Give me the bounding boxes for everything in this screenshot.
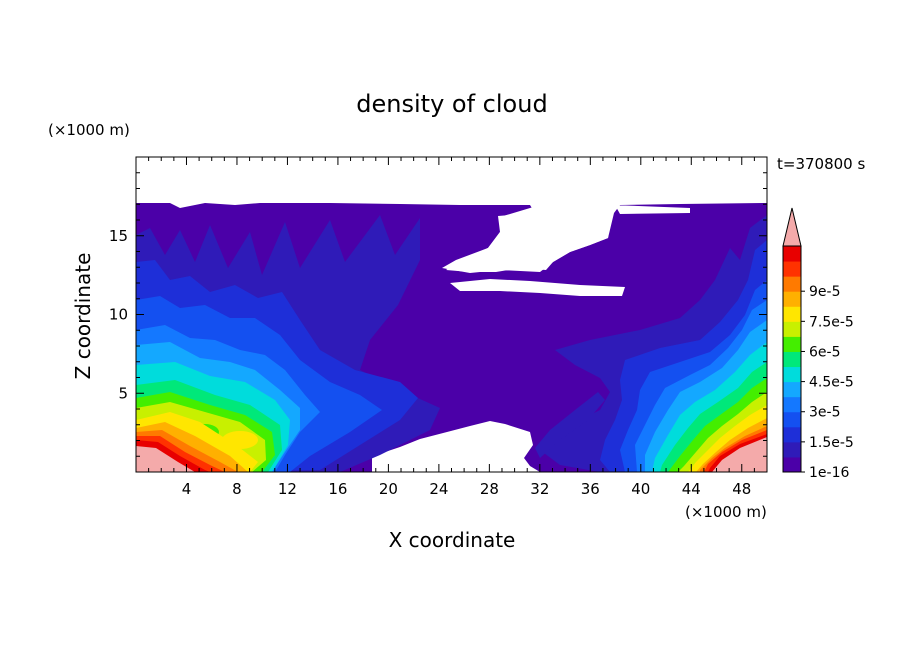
left-max-region: [136, 446, 195, 472]
cloud-gap-lower: [372, 421, 540, 472]
colorbar-swatch: [783, 291, 801, 307]
y-tick-label: 10: [109, 306, 128, 324]
chart-title: density of cloud: [356, 90, 547, 118]
x-tick-label: 20: [379, 480, 398, 498]
colorbar-frame: [782, 245, 802, 473]
x-tick-label: 44: [682, 480, 701, 498]
cloud-gap-upper: [446, 205, 690, 272]
y-axis: 5 10 15: [109, 172, 767, 457]
x-axis-label: X coordinate: [389, 528, 516, 552]
colorbar-swatch: [783, 321, 801, 337]
colorbar-swatch: [783, 396, 801, 413]
colorbar-swatch: [783, 366, 801, 383]
colorbar-swatch: [783, 276, 801, 292]
x-tick-label: 8: [232, 480, 242, 498]
colorbar-swatch: [783, 411, 801, 428]
colorbar-swatch: [783, 441, 801, 458]
colorbar: 1e-16 1.5e-5 3e-5 4.5e-5 6e-5 7.5e-5 9e-5: [782, 207, 854, 481]
colorbar-swatch: [783, 246, 801, 262]
x-tick-label: 4: [182, 480, 192, 498]
colorbar-label: 4.5e-5: [809, 375, 854, 391]
y-axis-label: Z coordinate: [71, 253, 95, 380]
colorbar-swatch: [783, 261, 801, 277]
left-plume: [136, 215, 440, 472]
colorbar-label: 1.5e-5: [809, 435, 854, 451]
colorbar-label: 6e-5: [809, 344, 840, 360]
colorbar-swatch: [783, 336, 801, 352]
right-max-region: [712, 437, 767, 472]
y-unit-label: (×1000 m): [48, 121, 130, 139]
colorbar-swatch: [783, 306, 801, 322]
colorbar-swatch: [783, 426, 801, 443]
right-plume: [540, 215, 767, 472]
x-tick-label: 12: [278, 480, 297, 498]
x-tick-label: 48: [732, 480, 751, 498]
y-tick-label: 5: [118, 384, 128, 402]
x-tick-label: 28: [480, 480, 499, 498]
colorbar-swatch: [783, 381, 801, 398]
y-tick-label: 15: [109, 227, 128, 245]
colorbar-label: 1e-16: [809, 465, 849, 481]
colorbar-extend-arrow: [782, 207, 802, 247]
x-unit-label: (×1000 m): [685, 503, 767, 521]
x-axis: 4 8 12 16 20 24 28 32 36 40 44 48: [148, 157, 755, 498]
x-tick-label: 36: [581, 480, 600, 498]
x-tick-label: 40: [631, 480, 650, 498]
colorbar-label: 3e-5: [809, 405, 840, 421]
colorbar-swatch: [783, 456, 801, 473]
x-tick-label: 32: [530, 480, 549, 498]
middle-wisp: [535, 392, 605, 458]
colorbar-label: 7.5e-5: [809, 314, 854, 330]
time-label: t=370800 s: [777, 155, 865, 173]
cloud-gap-middle: [450, 279, 625, 296]
x-tick-label: 24: [429, 480, 448, 498]
x-tick-label: 16: [328, 480, 347, 498]
plot-field: [136, 203, 767, 472]
colorbar-swatch: [783, 351, 801, 368]
colorbar-label: 9e-5: [809, 284, 840, 300]
